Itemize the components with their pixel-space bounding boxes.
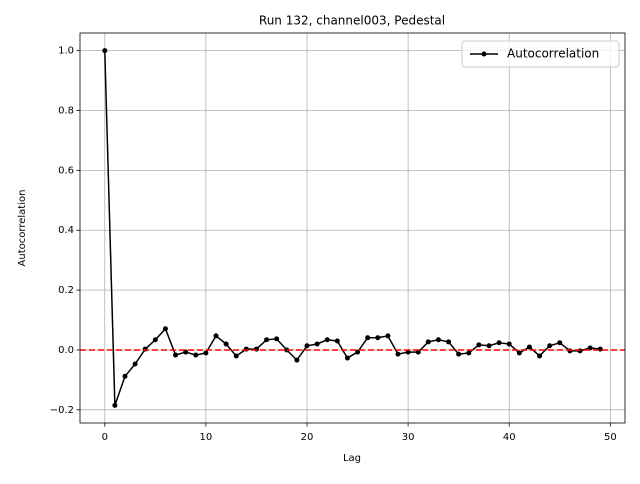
point (304, 343, 310, 349)
y-tick-label: 0.2 (58, 285, 74, 296)
point (203, 350, 209, 356)
point (567, 348, 573, 354)
point (476, 342, 482, 348)
point (253, 346, 259, 352)
point (193, 352, 199, 358)
point (496, 340, 502, 346)
y-tick-label: 0.6 (58, 165, 74, 176)
x-tick-label: 30 (402, 432, 415, 443)
point (223, 341, 229, 347)
point (506, 341, 512, 347)
x-tick-label: 20 (301, 432, 314, 443)
point (425, 339, 431, 345)
point (132, 361, 138, 367)
y-tick-label: 0.8 (58, 106, 74, 117)
point (537, 353, 543, 359)
legend-marker (481, 51, 487, 57)
y-tick-label: 0.4 (58, 225, 74, 236)
x-axis-label: Lag (343, 453, 361, 464)
x-tick-label: 50 (604, 432, 617, 443)
point (314, 341, 320, 347)
point (355, 349, 361, 355)
point (587, 345, 593, 351)
point (142, 346, 148, 352)
point (183, 349, 189, 355)
y-tick-label: 1.0 (58, 46, 74, 57)
point (577, 348, 583, 354)
point (112, 402, 118, 408)
point (324, 337, 330, 343)
point (375, 335, 381, 341)
chart-title: Run 132, channel003, Pedestal (259, 14, 445, 28)
point (415, 349, 421, 355)
x-tick-label: 0 (102, 432, 108, 443)
y-axis-label: Autocorrelation (17, 190, 28, 267)
point (264, 337, 270, 343)
point (516, 350, 522, 356)
point (405, 349, 411, 355)
point (557, 340, 563, 346)
point (122, 373, 128, 379)
point (456, 351, 462, 357)
point (435, 337, 441, 343)
point (334, 338, 340, 344)
point (102, 48, 108, 54)
series-line (104, 50, 601, 406)
point (486, 343, 492, 349)
point (284, 347, 290, 353)
point (294, 357, 300, 363)
point (597, 346, 603, 352)
point (233, 353, 239, 359)
point (385, 333, 391, 339)
point (526, 344, 532, 350)
point (395, 351, 401, 357)
point (446, 339, 452, 345)
point (365, 335, 371, 341)
point (466, 350, 472, 356)
point (213, 333, 219, 339)
point (162, 326, 168, 332)
point (152, 337, 158, 343)
point (274, 336, 280, 342)
legend-label: Autocorrelation (507, 47, 599, 61)
y-tick-label: 0.0 (58, 345, 74, 356)
point (243, 346, 249, 352)
legend-box (461, 40, 620, 68)
y-tick-label: −0.2 (50, 405, 74, 416)
point (173, 352, 179, 358)
point (547, 343, 553, 349)
x-tick-label: 10 (200, 432, 213, 443)
point (344, 355, 350, 361)
axes-frame (79, 32, 626, 424)
x-tick-label: 40 (503, 432, 516, 443)
